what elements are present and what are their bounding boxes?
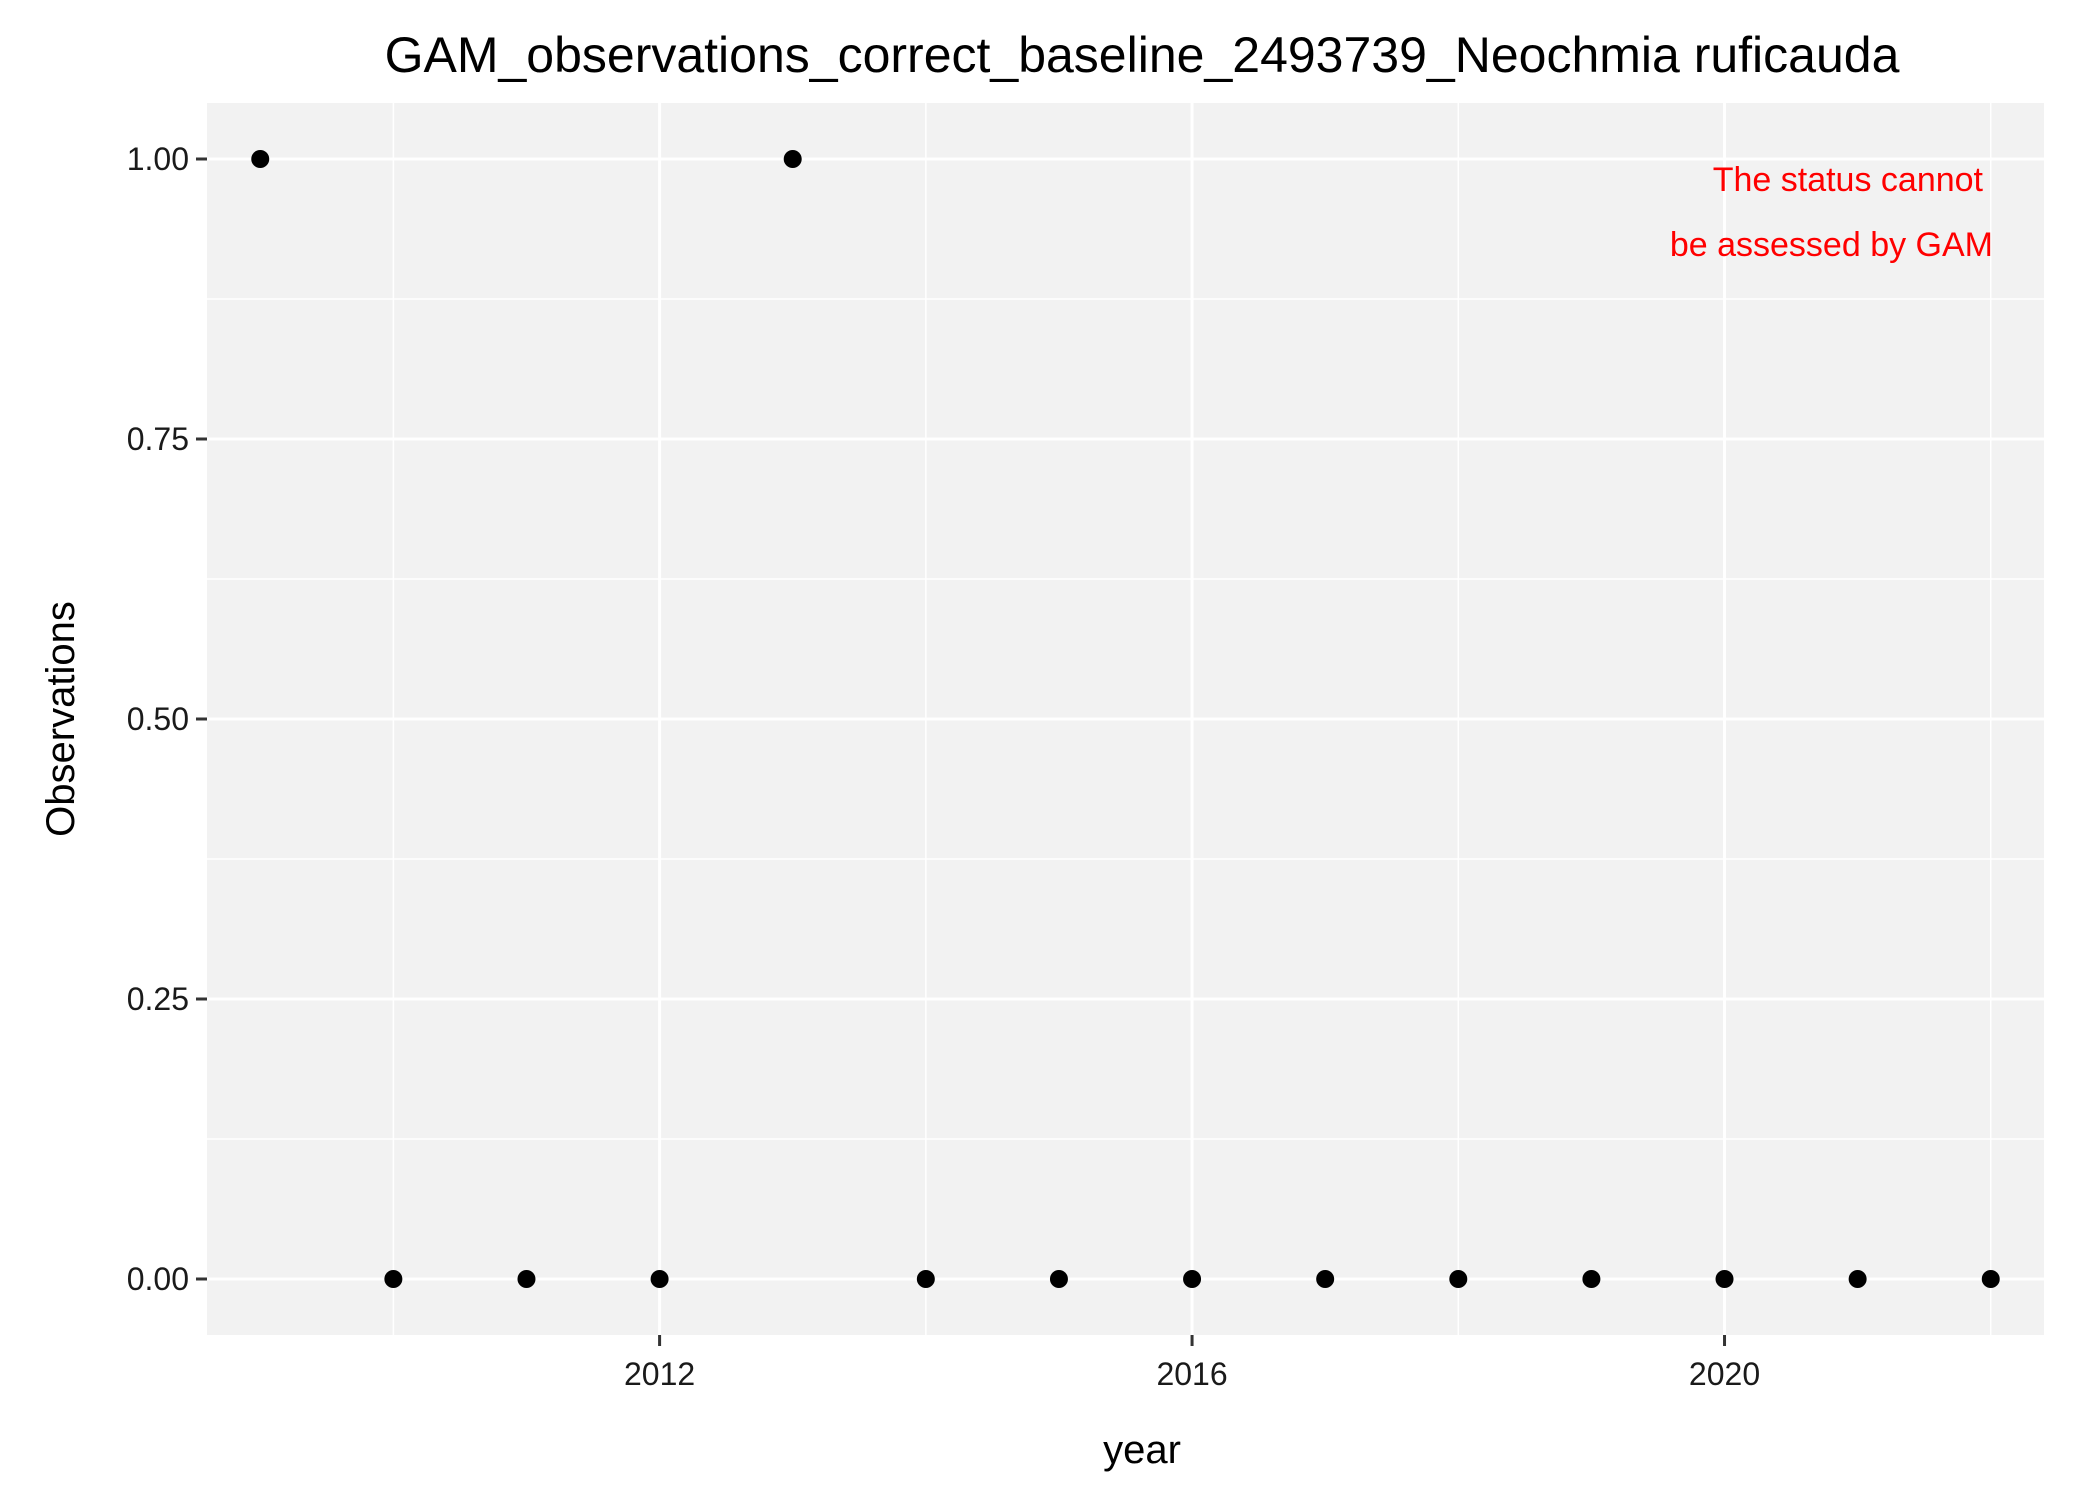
y-tick-label: 0.75 [127,421,189,457]
chart-title: GAM_observations_correct_baseline_249373… [385,27,1900,83]
y-tick-label: 0.00 [127,1261,189,1297]
y-tick-label: 1.00 [127,141,189,177]
data-point [650,1270,669,1288]
data-point [783,150,802,168]
x-tick-label: 2012 [624,1356,695,1392]
data-point [916,1270,935,1288]
data-point [384,1270,403,1288]
y-axis-title: Observations [39,601,83,837]
data-point [1316,1270,1335,1288]
data-point [251,150,270,168]
data-point [1715,1270,1734,1288]
data-point [517,1270,536,1288]
major-gridlines [207,103,2044,1335]
data-point [1049,1270,1068,1288]
annotation-line-2: be assessed by GAM [1670,226,1993,264]
annotation-line-1: The status cannot [1713,161,1984,199]
data-point [1183,1270,1202,1288]
x-axis-title: year [1103,1428,1181,1472]
y-tick-label: 0.50 [127,701,189,737]
data-points [251,150,2000,1288]
y-tick-label: 0.25 [127,981,189,1017]
x-axis: 2012 2016 2020 [624,1335,1760,1392]
x-tick-label: 2016 [1156,1356,1227,1392]
data-point [1582,1270,1601,1288]
data-point [1981,1270,2000,1288]
data-point [1449,1270,1468,1288]
data-point [1848,1270,1867,1288]
x-tick-label: 2020 [1689,1356,1760,1392]
y-axis: 0.00 0.25 0.50 0.75 1.00 [127,141,207,1297]
